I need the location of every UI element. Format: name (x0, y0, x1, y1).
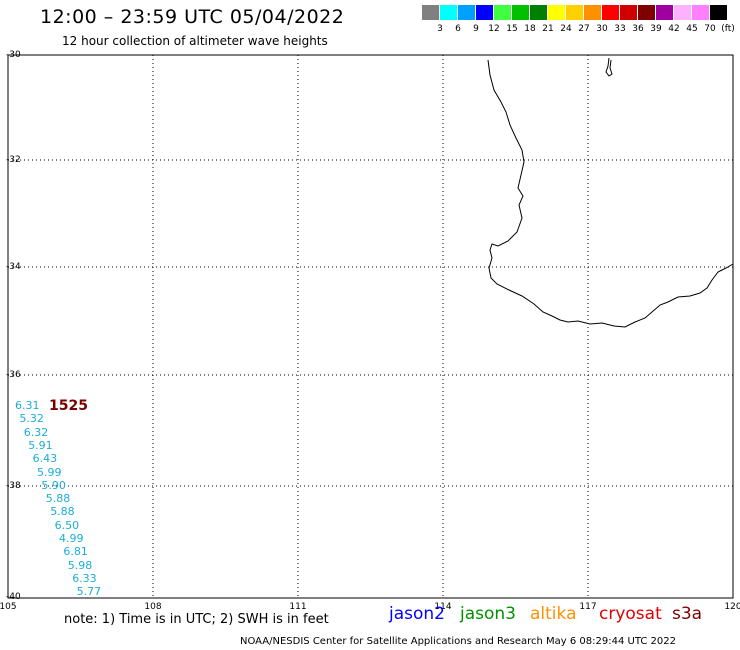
wave-height-value: 5.88 (50, 505, 75, 519)
legend-label: 24 (560, 24, 572, 34)
wave-height-value: 5.98 (67, 558, 93, 572)
legend-label: 18 (524, 24, 536, 34)
map-title: 12:00 – 23:59 UTC 05/04/2022 (40, 6, 345, 28)
wave-height-value: 6.43 (32, 452, 58, 466)
satellite-jason2: jason2 (389, 604, 445, 624)
legend-swatch (566, 5, 583, 20)
legend-label: 21 (542, 24, 554, 34)
wave-height-value: 6.32 (23, 425, 49, 439)
island-outline (605, 57, 613, 77)
legend-swatch (440, 5, 457, 20)
satellite-cryosat: cryosat (599, 604, 662, 624)
lon-label-117: 117 (579, 602, 597, 612)
legend-swatch (530, 5, 547, 20)
wave-height-value: 4.99 (59, 532, 84, 545)
legend-swatch (584, 5, 601, 20)
legend-swatch (512, 5, 529, 20)
wave-height-value: 6.33 (72, 571, 97, 585)
legend-label: 15 (506, 24, 518, 34)
lat-label-36: -36 (6, 370, 21, 380)
map-subtitle: 12 hour collection of altimeter wave hei… (62, 34, 328, 48)
lon-label-120: 120 (724, 602, 740, 612)
legend-label: (ft) (721, 24, 735, 34)
wave-height-value: 5.88 (45, 492, 71, 506)
legend-swatch (692, 5, 709, 20)
legend-label: 9 (473, 24, 479, 34)
legend-swatch (656, 5, 673, 20)
wave-height-value: 6.81 (63, 545, 88, 559)
legend-label: 33 (614, 24, 626, 34)
lat-label-32: -32 (6, 155, 21, 165)
wave-height-value: 5.77 (76, 585, 102, 599)
legend-label: 39 (650, 24, 662, 34)
legend-label: 45 (686, 24, 698, 34)
legend-label: 3 (437, 24, 443, 34)
legend-swatch (674, 5, 691, 20)
wave-height-value: 5.91 (28, 438, 53, 452)
lat-label-38: -38 (6, 481, 21, 491)
wave-height-value: 6.50 (54, 518, 80, 532)
wave-height-value: 5.90 (41, 478, 66, 492)
wave-height-value: 5.32 (19, 412, 44, 426)
pass-time-label: 1525 (49, 398, 88, 414)
legend-swatch (602, 5, 619, 20)
legend-swatch (710, 5, 727, 20)
legend-swatch (458, 5, 475, 20)
lat-label-34: -34 (6, 262, 21, 272)
legend-label: 70 (704, 24, 716, 34)
map-frame (7, 54, 734, 599)
satellite-altika: altika (530, 604, 577, 624)
legend-swatch (548, 5, 565, 20)
legend-label: 42 (668, 24, 680, 34)
legend-label: 27 (578, 24, 590, 34)
legend-swatch (638, 5, 655, 20)
credit-footer: NOAA/NESDIS Center for Satellite Applica… (240, 636, 676, 647)
legend-label: 36 (632, 24, 644, 34)
legend-swatch (620, 5, 637, 20)
lat-label-30: -30 (6, 50, 21, 60)
satellite-jason3: jason3 (460, 604, 516, 624)
coastline (487, 59, 734, 328)
legend-label: 12 (488, 24, 500, 34)
legend-swatch (494, 5, 511, 20)
lon-label-108: 108 (144, 602, 162, 612)
wave-height-value: 5.99 (37, 465, 62, 479)
lon-label-111: 111 (289, 602, 307, 612)
wave-height-value: 6.31 (15, 399, 40, 412)
lon-label-114: 114 (434, 602, 452, 612)
lon-label-105: 105 (0, 602, 17, 612)
graticule (8, 55, 733, 598)
legend-swatch (476, 5, 493, 20)
legend-swatch (422, 5, 439, 20)
legend-label: 30 (596, 24, 608, 34)
units-note: note: 1) Time is in UTC; 2) SWH is in fe… (64, 612, 329, 627)
satellite-s3a: s3a (672, 604, 703, 624)
lat-label-40: -40 (6, 592, 21, 602)
legend-label: 6 (455, 24, 461, 34)
